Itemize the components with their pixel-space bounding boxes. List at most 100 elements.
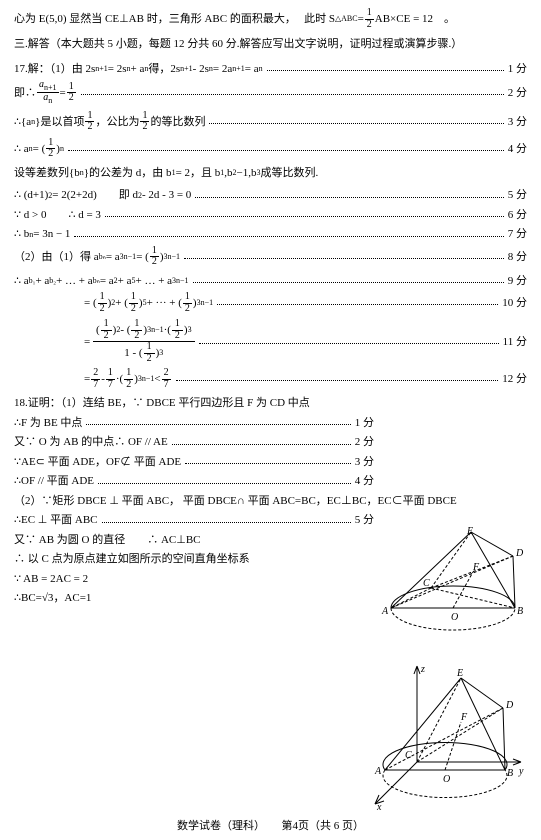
score: 1 分 (508, 61, 527, 78)
tx: 17.解：（1）由 2s (14, 61, 95, 78)
dots (68, 145, 504, 151)
tx: 即∴ (14, 85, 36, 102)
lblA: A (381, 606, 389, 617)
score: 4 分 (508, 141, 527, 158)
tx: ∴ 以 C 点为原点建立如图所示的空间直角坐标系 (14, 551, 250, 568)
tx: （2）∵矩形 DBCE ⊥ 平面 ABC， 平面 DBCE∩ 平面 ABC=BC… (14, 493, 457, 510)
tx: = (60, 85, 66, 102)
tx: = 2s (108, 61, 127, 78)
score: 3 分 (355, 454, 374, 471)
dots (217, 299, 498, 305)
t1s: △ABC (335, 13, 358, 25)
s: 3n−1 (120, 251, 137, 263)
tx: = (84, 371, 90, 388)
t1c: AB×CE = 12 。 (375, 11, 455, 28)
l17j: ∴ ab₁ + ab₂ + … + abₙ = a2 + a5 + … + a3… (14, 273, 527, 290)
l17i: （2）由（1）得 abₙ = a3n−1 = ( 12 )3n−1 8 分 (14, 246, 527, 268)
tx: + ( (115, 295, 128, 312)
dots (81, 89, 504, 95)
dots (102, 517, 351, 523)
score: 12 分 (502, 371, 527, 388)
footer: 数学试卷（理科） 第4页（共 6 页） (0, 818, 541, 835)
half: 12 (144, 342, 155, 364)
tx: ，公比为 (95, 114, 139, 131)
tx: ·( (116, 371, 123, 388)
s: bₙ (93, 275, 100, 287)
tx: = ( (84, 295, 97, 312)
dots (195, 192, 503, 198)
lblF: F (472, 562, 480, 573)
tx: + a (118, 273, 132, 290)
dots (176, 375, 499, 381)
lblO: O (443, 774, 450, 785)
tx: < (154, 371, 160, 388)
tx: = 2a (213, 61, 232, 78)
tx: = 3n − 1 (33, 226, 70, 243)
tx: ∴F 为 BE 中点 (14, 415, 82, 432)
lblO: O (451, 612, 458, 623)
tx: 1 - ( (124, 347, 142, 359)
lblD: D (505, 700, 514, 711)
half: 12 (67, 82, 76, 104)
l17h: ∴ bn = 3n − 1 7 分 (14, 226, 527, 243)
tx: ∴EC ⊥ 平面 ABC (14, 512, 98, 529)
s: b₁ (29, 275, 36, 287)
tx: ∴BC= (14, 590, 42, 607)
diagram-1: E D F C A O B (381, 526, 529, 636)
l18e: ∴OF // 平面 ADE4 分 (14, 473, 374, 490)
score: 5 分 (355, 512, 374, 529)
tx: + a (131, 61, 145, 78)
tx: 又∵ O 为 AB 的中点∴ OF // AE (14, 434, 168, 451)
tx: ∴ a (14, 273, 29, 290)
line-top: 心为 E(5,0) 显然当 CE⊥AB 时，三角形 ABC 的面积最大， 此时 … (14, 8, 527, 30)
s: n+1 (232, 63, 245, 75)
lblE: E (456, 668, 463, 679)
sqrt: √3 (42, 590, 54, 607)
score: 2 分 (508, 85, 527, 102)
dots (199, 338, 499, 344)
l17g: ∵ d > 0 ∴ d = 3 6 分 (14, 207, 527, 224)
half: 12 (365, 8, 374, 30)
s: n (48, 96, 52, 105)
tx: = 2，且 b (176, 165, 221, 182)
lblC: C (405, 750, 412, 761)
half: 12 (150, 246, 159, 268)
half: 12 (98, 292, 107, 314)
l17e: 设等差数列{bn }的公差为 d，由 b1 = 2，且 b1 ,b2 −1,b3… (14, 165, 527, 182)
tx: （2）由（1）得 a (14, 249, 99, 266)
s: n (259, 63, 263, 75)
lblB: B (517, 606, 523, 617)
l18b: ∴F 为 BE 中点 1 分 (14, 415, 374, 432)
dots (185, 458, 351, 464)
f17: 17 (106, 368, 115, 390)
tx: - 2d - 3 = 0 (142, 187, 191, 204)
l17m: = 27 - 17 ·( 12 )3n−1 < 27 12 分 (14, 368, 527, 390)
half: 12 (140, 111, 149, 133)
half: 12 (129, 292, 138, 314)
tx: + ··· + ( (147, 295, 182, 312)
dots (86, 419, 350, 425)
lblF: F (460, 712, 468, 723)
score: 5 分 (508, 187, 527, 204)
s: 3 (159, 349, 163, 358)
score: 8 分 (508, 249, 527, 266)
l18d: ∵AE⊂ 平面 ADE，OF⊄ 平面 ADE3 分 (14, 454, 374, 471)
s: n+1 (44, 83, 57, 92)
tx: 18.证明：（1）连结 BE，∵ DBCE 平行四边形且 F 为 CD 中点 (14, 395, 310, 412)
lblz: z (420, 664, 425, 675)
tx: ∵ d > 0 ∴ d = 3 (14, 207, 101, 224)
score: 1 分 (355, 415, 374, 432)
tx: - (101, 371, 105, 388)
tx: ·( (164, 324, 171, 336)
score: 11 分 (503, 334, 527, 351)
tx: 的等比数列 (150, 114, 205, 131)
l17f: ∴ (d+1)2 = 2(2+2d) 即 d2 - 2d - 3 = 0 5 分 (14, 187, 527, 204)
diagram-2: E z D F C A O B y x (369, 662, 529, 812)
eq: = (84, 334, 93, 351)
tx: −1,b (237, 165, 257, 182)
half: 12 (46, 138, 55, 160)
l18f: （2）∵矩形 DBCE ⊥ 平面 ABC， 平面 DBCE∩ 平面 ABC=BC… (14, 493, 527, 510)
dots (193, 277, 504, 283)
s: bₙ (99, 251, 106, 263)
tx: + … + a (56, 273, 93, 290)
